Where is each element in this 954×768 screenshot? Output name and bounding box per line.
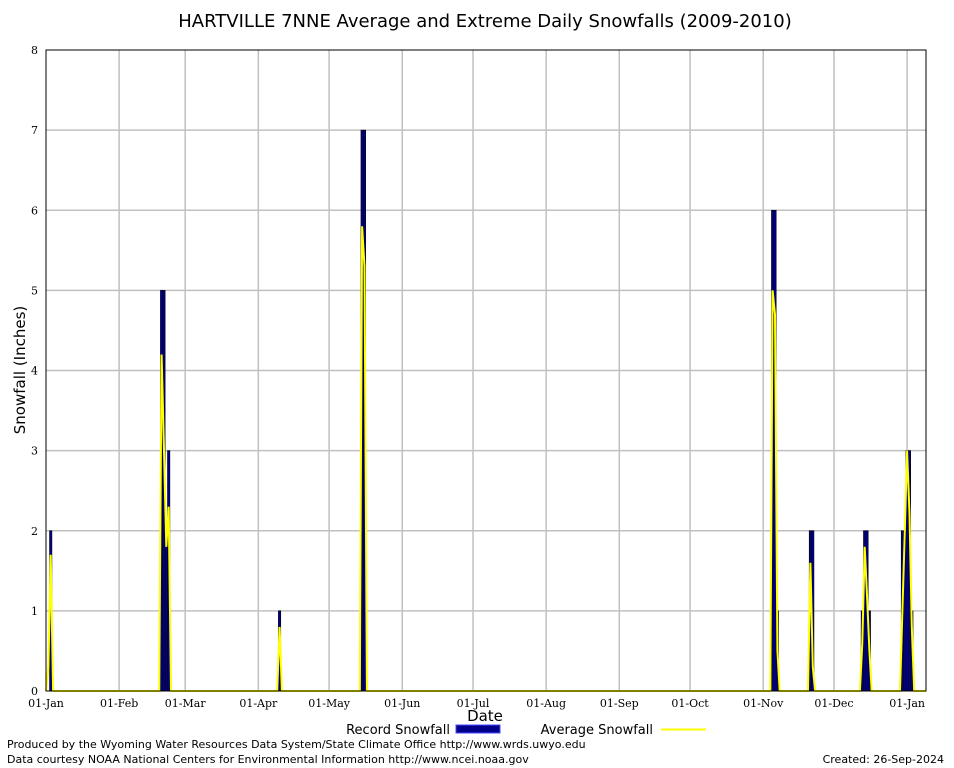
chart-title: HARTVILLE 7NNE Average and Extreme Daily… bbox=[178, 11, 791, 32]
y-tick-label: 5 bbox=[31, 284, 38, 297]
x-tick-label: 01-Jan bbox=[889, 697, 925, 710]
y-tick-label: 3 bbox=[31, 445, 38, 458]
x-tick-label: 01-Jun bbox=[384, 697, 420, 710]
plot-frame bbox=[45, 49, 927, 692]
x-tick-label: 01-Nov bbox=[743, 697, 784, 710]
legend-average-label: Average Snowfall bbox=[541, 723, 653, 738]
x-tick-label: 01-Dec bbox=[814, 697, 853, 710]
x-tick-label: 01-Sep bbox=[600, 697, 639, 710]
x-tick-label: 01-May bbox=[308, 697, 351, 710]
x-tick-label: 01-Apr bbox=[239, 697, 278, 710]
footer-data-courtesy: Data courtesy NOAA National Centers for … bbox=[7, 753, 529, 766]
x-tick-label: 01-Jul bbox=[457, 697, 490, 710]
x-axis-ticks: 01-Jan 01-Feb 01-Mar 01-Apr 01-May 01-Jun 01-J… bbox=[28, 697, 925, 710]
legend-record-swatch bbox=[455, 724, 501, 734]
footer-produced-by: Produced by the Wyoming Water Resources … bbox=[7, 738, 586, 751]
x-tick-label: 01-Oct bbox=[671, 697, 709, 710]
y-tick-label: 6 bbox=[31, 204, 38, 217]
x-axis-label: Date bbox=[467, 707, 503, 725]
y-axis-label: Snowfall (Inches) bbox=[11, 306, 29, 434]
footer-created-date: Created: 26-Sep-2024 bbox=[822, 753, 944, 766]
y-tick-label: 0 bbox=[31, 685, 38, 698]
y-tick-label: 2 bbox=[31, 525, 38, 538]
y-tick-label: 7 bbox=[31, 124, 38, 137]
x-tick-label: 01-Mar bbox=[165, 697, 207, 710]
x-tick-label: 01-Jan bbox=[28, 697, 64, 710]
x-tick-label: 01-Feb bbox=[100, 697, 138, 710]
legend-record-label: Record Snowfall bbox=[346, 723, 450, 738]
legend: Record Snowfall Average Snowfall bbox=[346, 723, 706, 738]
y-axis-ticks: 0 1 2 3 4 5 6 7 8 bbox=[31, 44, 38, 698]
record-bar bbox=[164, 530, 168, 692]
average-snowfall-line bbox=[45, 226, 926, 692]
y-tick-label: 1 bbox=[31, 605, 38, 618]
y-tick-label: 4 bbox=[31, 365, 38, 378]
y-tick-label: 8 bbox=[31, 44, 38, 57]
x-tick-label: 01-Aug bbox=[526, 697, 566, 710]
